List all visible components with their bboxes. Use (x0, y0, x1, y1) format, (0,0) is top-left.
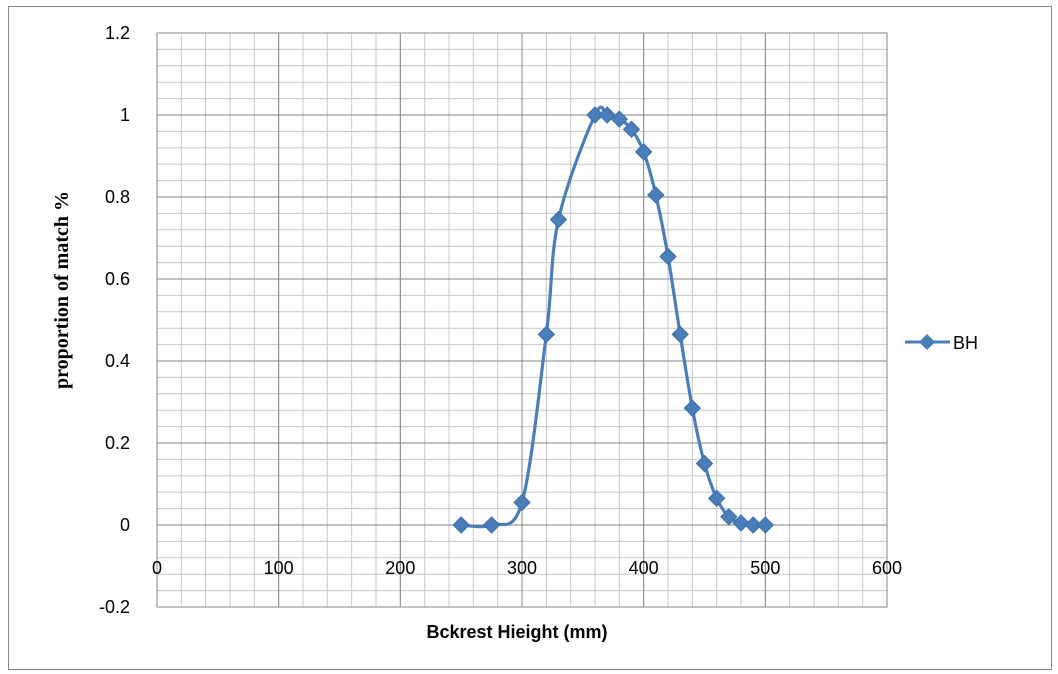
legend: BH (905, 333, 978, 353)
x-tick-label: 300 (507, 558, 537, 578)
x-tick-label: 200 (385, 558, 415, 578)
x-tick-label: 400 (629, 558, 659, 578)
y-tick-label: 0.4 (105, 351, 130, 371)
data-point-bh (647, 186, 665, 204)
data-point-bh (720, 508, 738, 526)
y-tick-label: 0.2 (105, 433, 130, 453)
data-point-bh (598, 106, 616, 124)
data-point-bh (695, 454, 714, 473)
x-tick-label: 500 (750, 558, 780, 578)
data-point-bh (482, 516, 501, 534)
x-tick-label: 0 (152, 558, 162, 578)
data-point-bh (744, 516, 762, 534)
y-axis-tick-labels: -0.2 0 0.2 0.4 0.6 0.8 1 1.2 (99, 23, 130, 617)
legend-marker-bh (919, 334, 935, 350)
data-point-bh (756, 516, 775, 534)
data-point-bh (586, 106, 604, 124)
y-tick-label: 1 (120, 105, 130, 125)
y-tick-label: 0.6 (105, 269, 130, 289)
x-axis-tick-labels: 0 100 200 300 400 500 600 (152, 558, 902, 578)
y-tick-label: 0 (120, 515, 130, 535)
major-gridlines (156, 32, 888, 608)
y-tick-label: 1.2 (105, 23, 130, 43)
data-point-bh (671, 325, 689, 344)
y-axis-label: proportion of match % (51, 191, 73, 389)
x-tick-label: 100 (264, 558, 294, 578)
data-point-bh (634, 143, 653, 161)
data-point-bh (622, 120, 641, 139)
legend-label-bh: BH (953, 333, 978, 353)
data-point-bh (683, 399, 702, 417)
data-point-bh (610, 110, 629, 128)
chart-frame (8, 6, 1052, 670)
y-tick-label: -0.2 (99, 597, 130, 617)
data-point-bh (707, 489, 726, 508)
x-tick-label: 600 (872, 558, 902, 578)
data-point-bh (659, 247, 677, 266)
data-point-bh (732, 514, 750, 532)
series-line-bh (461, 105, 766, 529)
plot-area-border (156, 32, 888, 608)
series-layer (452, 105, 775, 534)
data-point-bh (452, 516, 470, 534)
x-axis-label: Bckrest Hieight (mm) (426, 622, 607, 642)
data-point-bh (513, 493, 531, 512)
data-point-bh (537, 325, 556, 344)
data-point-bh (549, 210, 568, 229)
y-tick-label: 0.8 (105, 187, 130, 207)
